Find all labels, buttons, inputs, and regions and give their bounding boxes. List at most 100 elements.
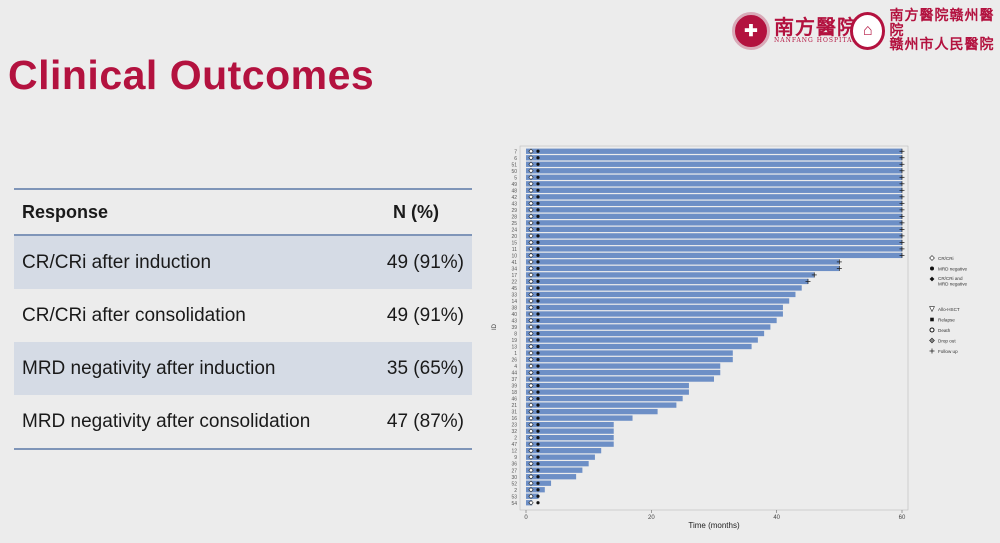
col-n: N (%) [393,201,439,222]
id-label: 49 [511,182,517,188]
cr-marker [528,441,534,447]
legend-symbol [930,266,934,271]
bar [526,428,614,434]
cr-marker [528,304,534,311]
bar [526,330,765,337]
mrd-marker [536,370,540,375]
row-value: 35 (65%) [386,357,464,379]
bar [526,148,902,154]
cr-marker [528,265,534,272]
legend-label: MRD negative [938,282,968,287]
bar [526,461,589,467]
bar [526,454,595,460]
mrd-marker [536,501,540,505]
id-label: 28 [511,214,517,220]
x-axis-label: Time (months) [688,521,740,530]
table-row: CR/CRi after induction 49 (91%) [14,236,472,289]
x-tick-label: 40 [773,515,780,521]
cr-marker [528,376,534,382]
mrd-marker [536,351,540,355]
id-label: 44 [511,371,517,377]
id-label: 7 [514,149,517,155]
legend-symbol [929,327,935,333]
id-label: 43 [511,319,517,325]
page-title: Clinical Outcomes [8,52,375,98]
mrd-marker [536,253,540,257]
mrd-marker [536,175,540,179]
cr-marker [528,194,534,200]
cr-marker [528,187,534,193]
bar [526,317,777,324]
cr-marker [528,324,534,330]
id-label: 39 [511,325,517,331]
id-label: 47 [511,442,517,448]
cr-marker [528,161,534,167]
legend-label: CR/CRi [938,256,954,261]
cr-marker [528,168,534,174]
mrd-marker [536,208,540,212]
swimmer-plot: 7651505494842432928252420151110413417224… [492,145,968,530]
mrd-marker [536,416,540,420]
cr-marker [528,317,534,324]
legend-symbol [929,306,935,313]
bar [526,376,714,382]
x-tick-label: 20 [648,515,655,521]
id-label: 4 [514,364,517,370]
mrd-marker [536,214,540,218]
id-label: 21 [511,403,517,409]
cr-marker [528,337,534,343]
cr-marker [528,356,534,363]
id-label: 20 [511,234,517,240]
cr-marker [528,408,534,415]
cr-marker [528,259,534,265]
bar [526,161,902,167]
id-label: 32 [511,429,517,435]
id-label: 45 [511,286,517,292]
bar [526,415,633,421]
table-row: MRD negativity after consolidation 47 (8… [14,395,472,448]
cr-marker [528,291,534,298]
mrd-marker [536,149,540,153]
id-label: 39 [511,384,517,390]
id-label: 38 [511,306,517,312]
bar [526,298,790,304]
row-value: 49 (91%) [386,251,464,273]
ganzhou-seal-icon: ⌂ [850,12,886,50]
bar [526,174,902,180]
bar [526,220,902,226]
bar [526,187,902,193]
bar [526,272,815,278]
legend-label: Drop out [938,338,956,343]
id-label: 19 [511,338,517,344]
ganzhou-hospital-logo: ⌂ 南方醫院赣州醫院 赣州市人民醫院 [850,9,1000,54]
mrd-marker [536,338,540,342]
bar [526,369,721,376]
id-label: 36 [511,462,517,468]
cr-marker [528,363,534,369]
mrd-marker [536,462,540,466]
y-axis-label: ID [492,323,498,330]
bar [526,246,902,252]
mrd-marker [536,468,540,472]
id-label: 10 [511,253,517,259]
mrd-marker [536,292,540,297]
cr-marker [528,181,534,187]
cr-marker [528,148,534,154]
bar [526,356,733,363]
bar [526,363,721,369]
mrd-marker [536,410,540,414]
id-label: 22 [511,279,517,285]
cr-marker [528,480,534,486]
table-top-rule [14,188,472,190]
id-label: 23 [511,423,517,429]
bar [526,382,689,389]
mrd-marker [536,390,540,394]
mrd-marker [536,182,540,186]
mrd-marker [536,201,540,205]
logo2-bottom-text: 赣州市人民醫院 [889,37,995,54]
mrd-marker [536,357,540,362]
cr-marker [528,422,534,428]
mrd-marker [536,279,540,284]
row-label: MRD negativity after consolidation [22,410,311,432]
logo1-sub-text: NANFANG HOSPITAL [774,37,858,45]
